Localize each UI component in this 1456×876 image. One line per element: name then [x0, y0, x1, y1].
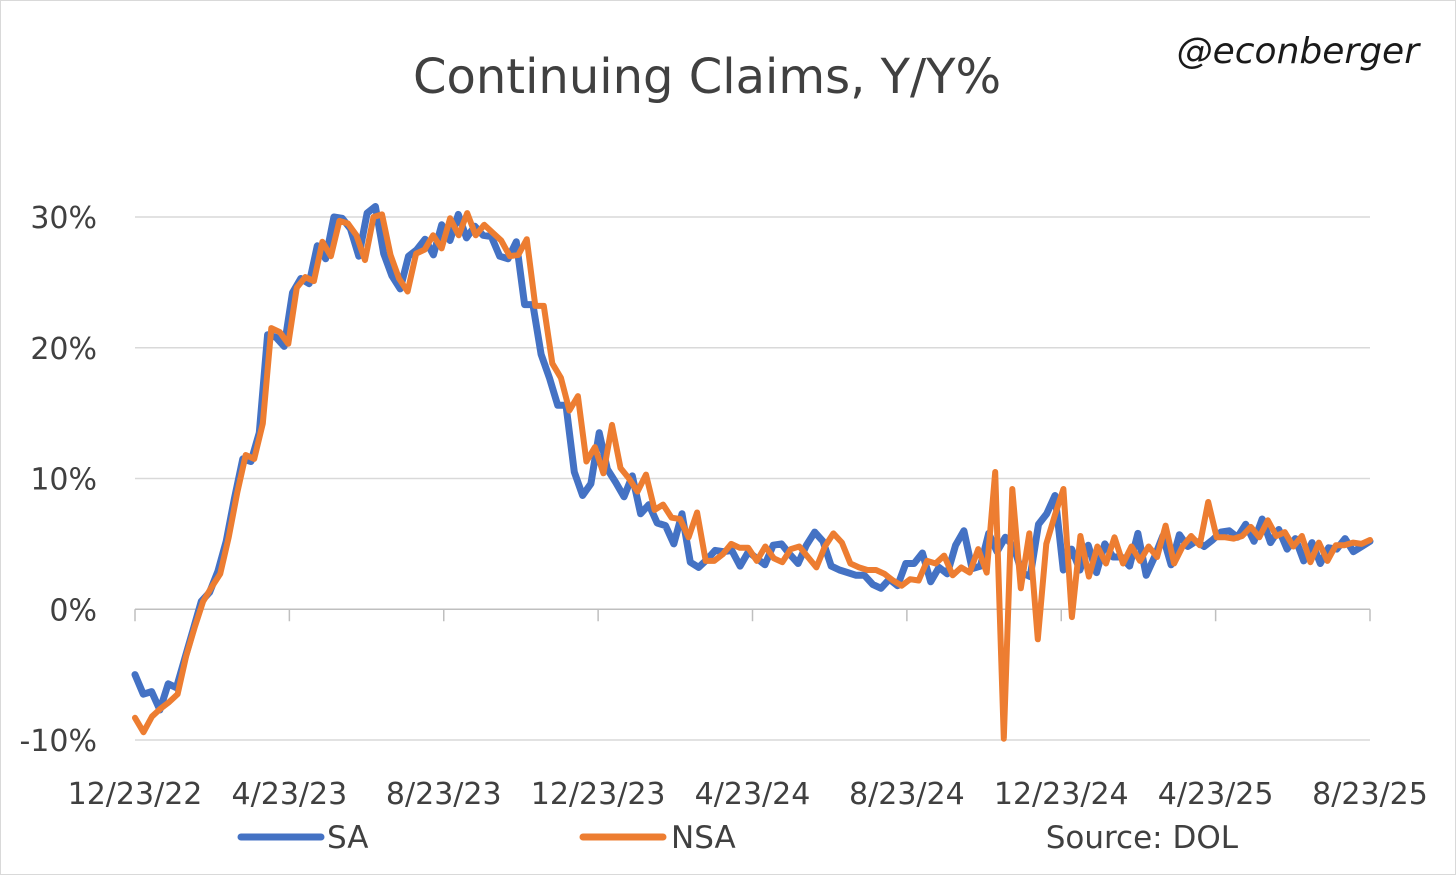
x-tick-label: 8/23/24: [849, 777, 965, 812]
series-line-nsa: [132, 210, 1373, 742]
watermark-handle: @econberger: [1177, 31, 1422, 72]
y-tick-label: 0%: [49, 593, 97, 628]
y-tick-label: 20%: [30, 332, 97, 367]
gridlines: [135, 216, 1370, 741]
x-tick-label: 12/23/23: [531, 777, 666, 812]
source-note: Source: DOL: [1046, 820, 1239, 856]
y-tick-label: 10%: [30, 463, 97, 498]
legend: SA NSA: [237, 820, 736, 856]
x-tick-label: 4/23/25: [1158, 777, 1274, 812]
x-tick-label: 4/23/24: [695, 777, 811, 812]
x-tick-label: 12/23/22: [68, 777, 203, 812]
legend-label-sa: SA: [327, 820, 368, 856]
legend-label-nsa: NSA: [671, 820, 736, 856]
series-lines: [131, 203, 1374, 742]
y-tick-label: -10%: [19, 724, 97, 759]
y-axis-tick-labels: 30% 20% 10% 0% -10%: [19, 201, 97, 759]
x-tick-label: 4/23/23: [232, 777, 348, 812]
series-line-sa: [131, 203, 1374, 714]
chart-title: Continuing Claims, Y/Y%: [413, 49, 1001, 105]
x-tick-label: 8/23/25: [1312, 777, 1428, 812]
x-tick-label: 8/23/23: [386, 777, 502, 812]
x-axis: 12/23/22 4/23/23 8/23/23 12/23/23 4/23/24 8/2…: [68, 608, 1428, 812]
y-tick-label: 30%: [30, 201, 97, 236]
x-tick-label: 12/23/24: [994, 777, 1129, 812]
